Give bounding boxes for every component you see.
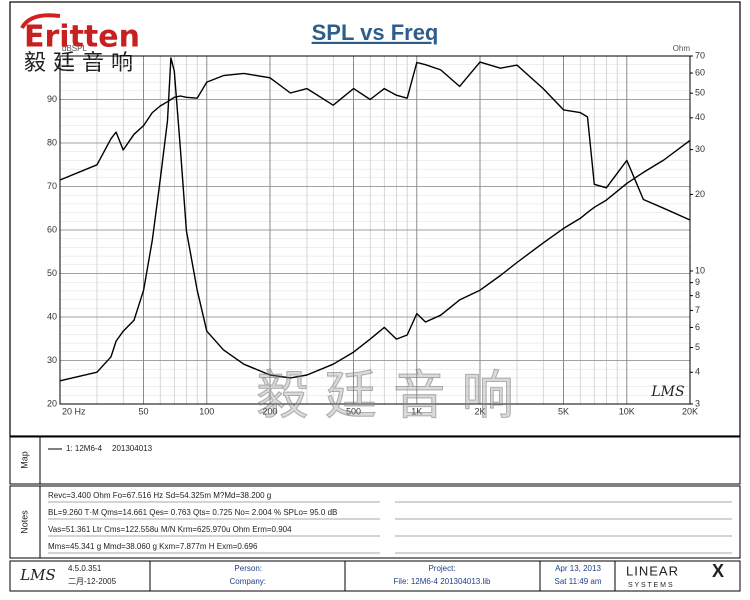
- y2-tick-label: 60: [695, 67, 705, 77]
- legend-entry: 1: 12M6-4: [66, 444, 103, 453]
- brand-logo: Eritten: [24, 20, 140, 55]
- version: 4.5.0.351: [68, 564, 102, 573]
- note-line: BL=9.260 T·M Qms=14.661 Qes= 0.763 Qts= …: [48, 508, 337, 517]
- footer-logo: LMS: [19, 566, 56, 584]
- notes-frame: [9, 485, 741, 559]
- x-tick-label: 200: [262, 406, 277, 416]
- section-label: Notes: [19, 510, 29, 534]
- y2-tick-label: 9: [695, 277, 700, 287]
- project-label: Project:: [428, 564, 455, 573]
- x-tick-label: 20 Hz: [62, 406, 86, 416]
- date: Apr 13, 2013: [555, 564, 601, 573]
- footer-frame: [9, 560, 741, 592]
- corner-logo: LMS: [650, 384, 684, 400]
- y2-tick-label: 5: [695, 342, 700, 352]
- watermark: 毅 廷 音 响: [256, 367, 514, 427]
- series-line: [59, 57, 691, 382]
- y-tick-label: 40: [47, 311, 57, 321]
- series-line: [59, 61, 691, 221]
- y-axis-label: dBSPL: [62, 44, 87, 53]
- note-line: Vas=51.361 Ltr Cms=122.558u M/N Krm=625.…: [48, 525, 292, 534]
- x-tick-label: 20K: [682, 406, 698, 416]
- brand-chinese: 毅 廷 音 响: [24, 51, 133, 76]
- section-label: Map: [19, 451, 29, 469]
- x-tick-label: 500: [346, 406, 361, 416]
- note-line: Mms=45.341 g Mmd=38.060 g Kxm=7.877m H E…: [48, 542, 258, 551]
- y-tick-label: 80: [47, 137, 57, 147]
- y2-tick-label: 3: [695, 398, 700, 408]
- y2-tick-label: 4: [695, 367, 700, 377]
- y2-tick-label: 50: [695, 88, 705, 98]
- footer-brand-x: X: [712, 561, 724, 581]
- person-label: Person:: [234, 564, 262, 573]
- x-tick-label: 2K: [474, 406, 485, 416]
- x-tick-label: 50: [139, 406, 149, 416]
- plot: 20 Hz 50 100 200 500 1K 2K 5K 10K 20K 20 30 40 50 60 70…: [47, 50, 705, 416]
- y-tick-label: 30: [47, 355, 57, 365]
- x-tick-label: 5K: [558, 406, 569, 416]
- x-tick-label: 100: [199, 406, 214, 416]
- note-line: Revc=3.400 Ohm Fo=67.516 Hz Sd=54.325m M…: [48, 491, 271, 500]
- y2-axis-label: Ohm: [673, 44, 691, 53]
- y2-tick-label: 30: [695, 144, 705, 154]
- x-tick-label: 10K: [619, 406, 635, 416]
- y2-tick-label: 8: [695, 290, 700, 300]
- y-tick-label: 20: [47, 398, 57, 408]
- y2-tick-label: 7: [695, 305, 700, 315]
- x-tick-label: 1K: [411, 406, 422, 416]
- y-tick-label: 50: [47, 268, 57, 278]
- map-frame: [9, 436, 741, 485]
- y-tick-label: 90: [47, 94, 57, 104]
- chart-title: SPL vs Freq: [312, 20, 439, 45]
- time: Sat 11:49 am: [555, 577, 602, 586]
- company-label: Company:: [230, 577, 266, 586]
- file-name: File: 12M6-4 201304013.lib: [394, 577, 492, 586]
- plot-frame: [59, 55, 691, 405]
- y2-tick-label: 70: [695, 50, 705, 60]
- notes: Revc=3.400 Ohm Fo=67.516 Hz Sd=54.325m M…: [48, 491, 732, 554]
- y-tick-label: 60: [47, 224, 57, 234]
- footer-brand-sub: S Y S T E M S: [628, 582, 673, 589]
- y2-tick-label: 6: [695, 322, 700, 332]
- logo-swoosh: [20, 13, 61, 30]
- footer-brand: LINEAR: [626, 563, 679, 578]
- y-tick-label: 70: [47, 181, 57, 191]
- y2-tick-label: 20: [695, 189, 705, 199]
- legend-date: 201304013: [112, 444, 153, 453]
- build-date: 二月-12-2005: [68, 577, 117, 586]
- y2-tick-label: 10: [695, 265, 705, 275]
- chart-frame: [9, 1, 741, 437]
- y2-tick-label: 40: [695, 112, 705, 122]
